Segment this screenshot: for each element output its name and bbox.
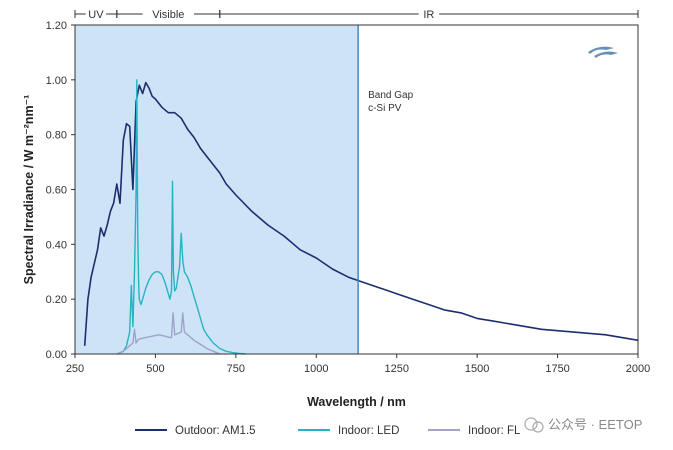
logo-swoosh-icon bbox=[588, 46, 614, 54]
legend-label: Indoor: LED bbox=[338, 425, 399, 437]
series-line-3 bbox=[116, 312, 221, 355]
legend-item: Indoor: FL bbox=[428, 425, 521, 437]
legend: Outdoor: AM1.5 Indoor: LED Indoor: FL bbox=[135, 425, 521, 437]
region-uv: UV bbox=[74, 9, 118, 21]
x-tick-label: 500 bbox=[146, 363, 164, 375]
y-tick-label: 1.00 bbox=[46, 75, 67, 87]
series-line-2 bbox=[116, 79, 246, 355]
y-tick-label: 1.20 bbox=[46, 20, 67, 32]
region-label: UV bbox=[88, 9, 104, 21]
x-tick-label: 1000 bbox=[304, 363, 328, 375]
band-gap-material-label: c-Si PV bbox=[368, 103, 402, 114]
legend-item: Indoor: LED bbox=[298, 425, 399, 437]
y-tick-label: 0.20 bbox=[46, 294, 67, 306]
spectral-region-bar: UV Visible IR bbox=[74, 9, 639, 21]
legend-label: Indoor: FL bbox=[468, 425, 521, 437]
region-ir: IR bbox=[219, 9, 639, 21]
y-tick-label: 0.80 bbox=[46, 130, 67, 142]
x-tick-label: 1750 bbox=[545, 363, 569, 375]
region-visible: Visible bbox=[116, 9, 221, 21]
x-tick-label: 250 bbox=[66, 363, 84, 375]
y-axis-ticks: 0.00 0.20 0.40 0.60 0.80 1.00 1.20 bbox=[46, 20, 75, 361]
wechat-icon bbox=[532, 421, 544, 433]
y-tick-label: 0.00 bbox=[46, 349, 67, 361]
wechat-icon bbox=[524, 417, 538, 431]
ossila-logo bbox=[588, 46, 618, 58]
band-gap-label: Band Gap bbox=[368, 90, 413, 101]
legend-item: Outdoor: AM1.5 bbox=[135, 425, 256, 437]
x-axis-ticks: 250 500 750 1000 1250 1500 1750 2000 bbox=[66, 354, 650, 375]
logo-swoosh-icon bbox=[594, 51, 618, 58]
x-tick-label: 1250 bbox=[384, 363, 408, 375]
y-axis-label: Spectral Irradiance / W m⁻²nm⁻¹ bbox=[22, 95, 36, 285]
x-axis-label: Wavelength / nm bbox=[307, 395, 406, 409]
y-tick-label: 0.40 bbox=[46, 239, 67, 251]
x-tick-label: 1500 bbox=[465, 363, 489, 375]
series-group bbox=[83, 79, 639, 355]
x-tick-label: 750 bbox=[227, 363, 245, 375]
band-gap-shaded-region bbox=[75, 25, 359, 354]
region-label: Visible bbox=[152, 9, 184, 21]
series-line-1 bbox=[83, 81, 639, 346]
legend-label: Outdoor: AM1.5 bbox=[175, 425, 256, 437]
region-label: IR bbox=[423, 9, 434, 21]
watermark: 公众号 · EETOP bbox=[524, 417, 642, 433]
x-tick-label: 2000 bbox=[626, 363, 650, 375]
y-tick-label: 0.60 bbox=[46, 185, 67, 197]
watermark-text: 公众号 · EETOP bbox=[548, 417, 642, 432]
